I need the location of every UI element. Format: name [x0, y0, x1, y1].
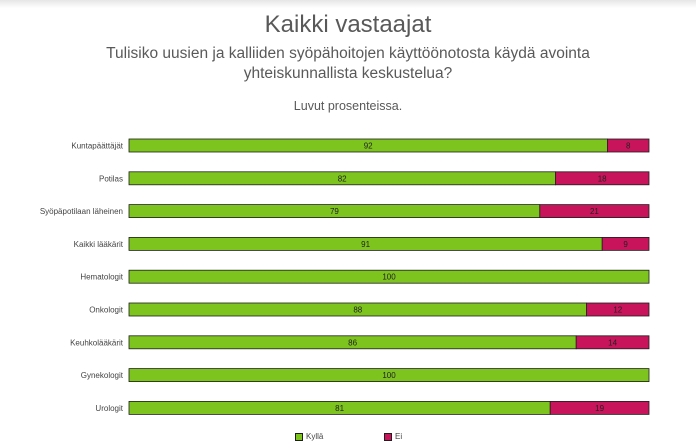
- legend: Kyllä Ei: [0, 430, 696, 443]
- bar-no-urologit: [549, 400, 650, 415]
- legend-item-no: Ei: [384, 432, 402, 441]
- bar-row-kuntapaattajat: Kuntapäättäjät 92 8: [71, 138, 650, 153]
- bar-no-potilas: [555, 171, 650, 186]
- bar-row-syopapotilaan-laheinen: Syöpäpotilaan läheinen 79 21: [40, 204, 650, 219]
- category-label-kaikki-laakarit: Kaikki lääkärit: [74, 240, 124, 249]
- category-label-urologit: Urologit: [95, 404, 123, 413]
- chart-title: Kaikki vastaajat: [264, 11, 432, 38]
- category-label-keuhkolaakarit: Keuhkolääkärit: [70, 338, 124, 347]
- chart-subtitle: Tulisiko uusien ja kalliiden syöpähoitoj…: [106, 45, 590, 82]
- bar-no-kaikki-laakarit: [601, 236, 650, 251]
- data-label-no-urologit: 19: [595, 404, 604, 413]
- data-label-no-potilas: 18: [598, 174, 607, 183]
- bar-row-keuhkolaakarit: Keuhkolääkärit 86 14: [70, 335, 650, 350]
- top-shade: [0, 0, 696, 8]
- data-label-yes-potilas: 82: [338, 174, 347, 183]
- bar-row-urologit: Urologit 81 19: [95, 400, 650, 415]
- data-label-no-syopapotilaan-laheinen: 21: [590, 207, 599, 216]
- bar-yes-hematologit: [128, 269, 650, 284]
- bar-row-onkologit: Onkologit 88 12: [89, 302, 650, 317]
- bar-yes-gynekologit: [128, 368, 650, 383]
- legend-item-yes: Kyllä: [295, 432, 323, 441]
- legend-swatch-yes: [295, 432, 303, 441]
- legend-label-yes: Kyllä: [306, 432, 324, 441]
- data-label-yes-kuntapaattajat: 92: [364, 142, 373, 151]
- data-label-yes-gynekologit: 100: [382, 371, 396, 380]
- category-label-onkologit: Onkologit: [89, 306, 124, 315]
- data-label-no-kaikki-laakarit: 9: [623, 240, 628, 249]
- bar-row-kaikki-laakarit: Kaikki lääkärit 91 9: [74, 236, 650, 251]
- data-label-yes-hematologit: 100: [382, 273, 396, 282]
- data-label-yes-keuhkolaakarit: 86: [348, 338, 357, 347]
- data-label-yes-urologit: 81: [335, 404, 344, 413]
- data-label-yes-kaikki-laakarit: 91: [361, 240, 370, 249]
- stacked-bar-chart: Kuntapäättäjät 92 8 Potilas 82 18 Syöpäpotilaa…: [40, 138, 650, 415]
- category-label-potilas: Potilas: [99, 174, 123, 183]
- category-label-syopapotilaan-laheinen: Syöpäpotilaan läheinen: [40, 207, 123, 216]
- bar-row-gynekologit: Gynekologit 100: [81, 368, 650, 383]
- bar-row-potilas: Potilas 82 18: [99, 171, 650, 186]
- data-label-yes-onkologit: 88: [353, 306, 362, 315]
- data-label-no-onkologit: 12: [613, 306, 622, 315]
- legend-swatch-no: [384, 432, 392, 441]
- category-label-kuntapaattajat: Kuntapäättäjät: [71, 142, 123, 151]
- data-label-no-keuhkolaakarit: 14: [608, 338, 617, 347]
- bar-row-hematologit: Hematologit 100: [80, 269, 650, 284]
- data-label-no-kuntapaattajat: 8: [626, 142, 631, 151]
- bar-no-keuhkolaakarit: [575, 335, 650, 350]
- legend-label-no: Ei: [395, 432, 403, 441]
- category-label-hematologit: Hematologit: [80, 273, 123, 282]
- bar-no-onkologit: [586, 302, 650, 317]
- bar-no-kuntapaattajat: [607, 138, 650, 153]
- units-note: Luvut prosenteissa.: [293, 99, 403, 113]
- category-label-gynekologit: Gynekologit: [81, 371, 124, 380]
- data-label-yes-syopapotilaan-laheinen: 79: [330, 207, 339, 216]
- bar-no-syopapotilaan-laheinen: [539, 204, 650, 219]
